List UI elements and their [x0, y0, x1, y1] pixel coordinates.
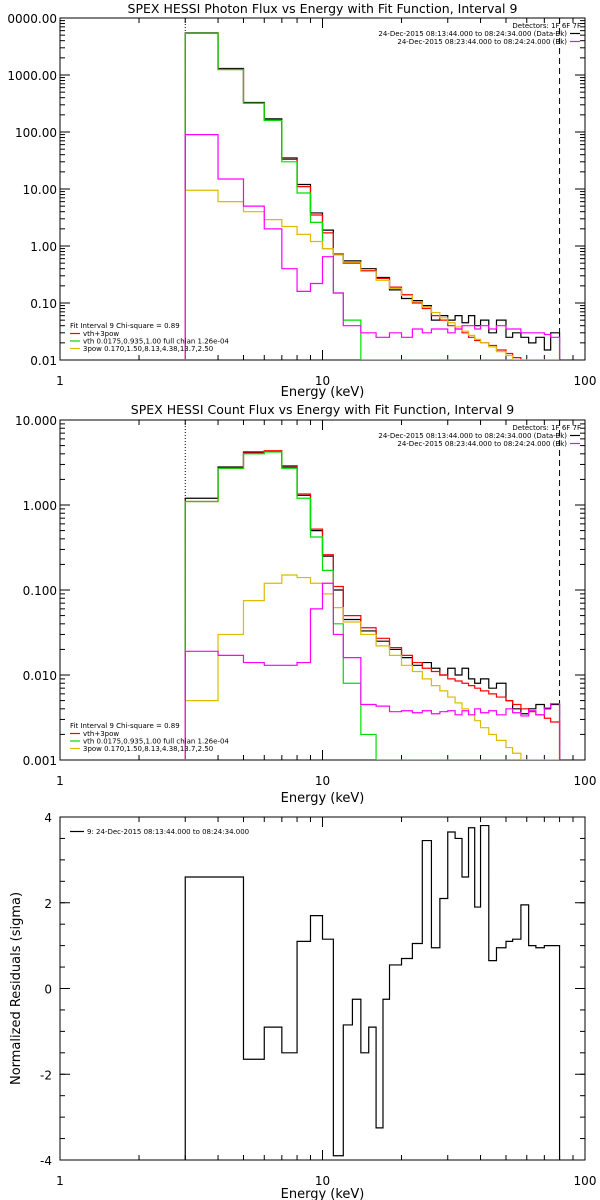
x-tick-label: 100	[574, 1174, 597, 1188]
chart-panel-2: SPEX HESSI Count Flux vs Energy with Fit…	[15, 402, 596, 806]
y-tick-label: 0.01	[30, 354, 57, 368]
series-group	[184, 450, 561, 760]
chart-panel-3: 1 10 100 Energy (keV) 4 2 0 -2 -4 Normalized Resi…	[9, 811, 596, 1200]
y-tick-label: 2	[44, 897, 52, 911]
legend-header: Fit Interval 9 Chi-square = 0.89	[70, 322, 180, 330]
y-tick-label: 0	[44, 983, 52, 997]
y-tick-label: 1000.00	[7, 69, 57, 83]
chart-title: SPEX HESSI Count Flux vs Energy with Fit…	[131, 402, 514, 417]
series-line-5	[184, 134, 561, 360]
legend-entry: vth+3pow	[83, 330, 119, 338]
x-tick-label: 1	[56, 774, 64, 788]
chart-panel-1: SPEX HESSI Photon Flux vs Energy with Fi…	[7, 1, 596, 400]
y-tick-label: 10.000	[15, 414, 57, 428]
x-axis-label: Energy (keV)	[281, 791, 365, 806]
x-tick-label: 100	[574, 374, 597, 388]
x-tick-label: 10	[315, 1174, 330, 1188]
time-range-label: 24-Dec-2015 08:23:44.000 to 08:24:24.000…	[397, 38, 567, 46]
y-tick-label: 1.000	[23, 499, 57, 513]
legend-entry: 3pow 0.170,1.50,8.13,4.38,13.7,2.50	[83, 345, 213, 353]
x-axis-label: Energy (keV)	[281, 1187, 365, 1200]
y-tick-label: 0.10	[30, 297, 57, 311]
legend-entry: vth 0.0175,0.935,1.00 full chian 1.26e-0…	[83, 738, 229, 746]
series-line-3	[184, 32, 560, 360]
x-tick-label: 100	[574, 774, 597, 788]
y-tick-label: 10.00	[23, 183, 57, 197]
series-line-2	[184, 32, 560, 360]
legend-entry: 3pow 0.170,1.50,8.13,4.38,13.7,2.50	[83, 745, 213, 753]
y-tick-label: 0.001	[23, 754, 57, 768]
legend-entry: vth+3pow	[83, 730, 119, 738]
y-tick-label: 100.00	[15, 126, 57, 140]
detectors-label: Detectors: 1F 6F 7F	[512, 424, 581, 432]
series-line-1	[184, 824, 561, 1160]
series-line-2	[184, 450, 561, 760]
legend-header: Fit Interval 9 Chi-square = 0.89	[70, 722, 180, 730]
series-line-1	[184, 32, 561, 360]
series-group	[184, 824, 561, 1160]
series-group	[184, 32, 561, 360]
x-tick-label: 10	[315, 774, 330, 788]
x-tick-label: 10	[315, 374, 330, 388]
series-line-3	[184, 451, 560, 760]
series-line-1	[184, 450, 561, 760]
y-tick-label: 4	[44, 811, 52, 825]
y-tick-label: -2	[40, 1068, 52, 1082]
series-line-4	[184, 574, 560, 760]
plot-frame	[59, 17, 586, 361]
y-tick-label: 1.00	[30, 240, 57, 254]
y-axis-label: Normalized Residuals (sigma)	[9, 892, 24, 1085]
x-tick-label: 1	[56, 1174, 64, 1188]
y-tick-label: 0.010	[23, 669, 57, 683]
x-tick-label: 1	[56, 374, 64, 388]
detectors-label: Detectors: 1F 6F 7F	[512, 22, 581, 30]
legend-entry: vth 0.0175,0.935,1.00 full chian 1.26e-0…	[83, 338, 229, 346]
legend-entry: 9: 24-Dec-2015 08:13:44.000 to 08:24:34.…	[87, 828, 249, 836]
series-line-4	[184, 189, 560, 360]
y-tick-label: -4	[40, 1154, 52, 1168]
plot-frame	[59, 816, 586, 1161]
time-range-label: 24-Dec-2015 08:13:44.000 to 08:24:34.000…	[378, 30, 567, 38]
series-line-5	[184, 582, 561, 760]
y-tick-label: 0000.00	[7, 12, 57, 26]
x-axis-label: Energy (keV)	[281, 385, 365, 400]
time-range-label: 24-Dec-2015 08:13:44.000 to 08:24:34.000…	[378, 432, 567, 440]
time-range-label: 24-Dec-2015 08:23:44.000 to 08:24:24.000…	[397, 440, 567, 448]
y-tick-label: 0.100	[23, 584, 57, 598]
chart-title: SPEX HESSI Photon Flux vs Energy with Fi…	[128, 1, 518, 16]
